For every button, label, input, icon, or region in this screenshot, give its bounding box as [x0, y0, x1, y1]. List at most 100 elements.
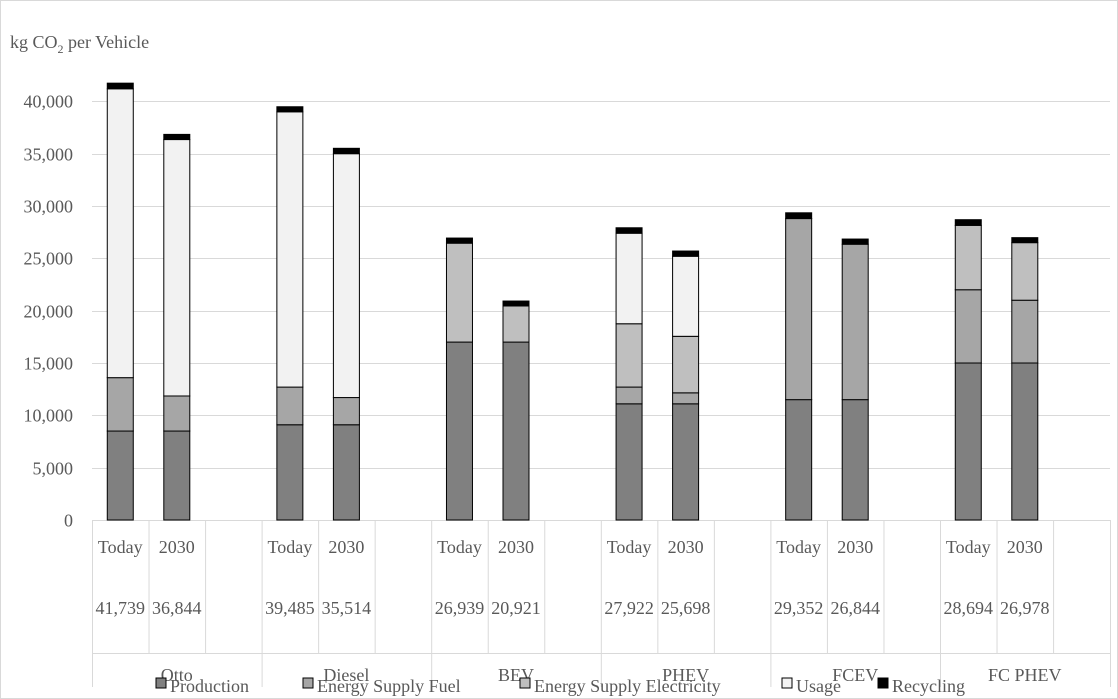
bar-segment-energy-supply-fuel: [672, 392, 700, 405]
legend-swatch: [877, 677, 889, 689]
bar-segment-recycling: [445, 237, 473, 244]
legend-swatch: [781, 677, 793, 689]
gridlines: 0 5,000 10,000 15,000 20,000 25,000 30,000 35,0…: [24, 92, 1110, 531]
y-tick-label: 40,000: [24, 92, 74, 112]
bar-segment-energy-supply-fuel: [106, 377, 134, 432]
total-label: 27,922: [604, 598, 654, 618]
x-tick-label: Today: [776, 537, 821, 557]
bar-segment-recycling: [163, 133, 191, 141]
x-tick-label: Today: [437, 537, 482, 557]
legend-swatch: [302, 677, 314, 689]
bar-segment-production: [106, 430, 134, 521]
y-tick-label: 5,000: [33, 459, 74, 479]
category-axis: Today 41,739 2030 36,844 Otto Today 39,485 2030…: [92, 520, 1111, 687]
bar-segment-recycling: [672, 250, 700, 257]
bar-segment-energy-supply-fuel: [163, 395, 191, 432]
bar-segment-recycling: [502, 300, 530, 307]
bar-segment-energy-supply-fuel: [1011, 299, 1039, 364]
bar-segment-recycling: [332, 147, 360, 155]
y-tick-label: 20,000: [24, 302, 74, 322]
x-tick-label: Today: [98, 537, 143, 557]
legend-label: Recycling: [892, 676, 965, 696]
bar-segment-production: [163, 430, 191, 521]
bar-segment-usage: [332, 153, 360, 399]
legend-label: Usage: [796, 676, 841, 696]
x-tick-label: 2030: [837, 537, 873, 557]
total-label: 25,698: [661, 598, 711, 618]
bar-segment-energy-supply-fuel: [954, 289, 982, 364]
bar-segment-usage: [672, 255, 700, 337]
bar-segment-production: [954, 362, 982, 521]
total-label: 20,921: [491, 598, 541, 618]
x-tick-label: Today: [946, 537, 991, 557]
total-label: 26,844: [830, 598, 880, 618]
total-label: 41,739: [96, 598, 146, 618]
bar-segment-recycling: [841, 238, 869, 245]
bar-segment-energy-supply-fuel: [841, 243, 869, 401]
legend-label: Energy Supply Fuel: [317, 676, 461, 696]
total-label: 28,694: [944, 598, 994, 618]
total-label: 26,978: [1000, 598, 1050, 618]
x-tick-label: Today: [267, 537, 312, 557]
group-label: FC PHEV: [988, 665, 1062, 685]
y-tick-label: 35,000: [24, 145, 74, 165]
x-tick-label: 2030: [498, 537, 534, 557]
bar-segment-recycling: [615, 227, 643, 234]
total-label: 39,485: [265, 598, 315, 618]
bars: [106, 82, 1039, 521]
x-tick-label: 2030: [328, 537, 364, 557]
bar-segment-energy-supply-electricity: [672, 335, 700, 394]
bar-segment-energy-supply-fuel: [615, 386, 643, 405]
legend-swatch: [155, 677, 167, 689]
total-label: 26,939: [435, 598, 485, 618]
total-label: 29,352: [774, 598, 824, 618]
total-label: 35,514: [322, 598, 372, 618]
bar-segment-production: [615, 403, 643, 521]
group-label: Otto: [161, 665, 193, 685]
bar-segment-energy-supply-fuel: [785, 218, 813, 401]
bar-segment-production: [1011, 362, 1039, 521]
group-label: PHEV: [662, 665, 709, 685]
bar-segment-energy-supply-electricity: [502, 305, 530, 343]
y-axis-title: kg CO2 per Vehicle: [10, 32, 149, 56]
x-tick-label: Today: [607, 537, 652, 557]
bar-segment-energy-supply-fuel: [332, 397, 360, 426]
bar-segment-energy-supply-electricity: [1011, 242, 1039, 301]
y-tick-label: 25,000: [24, 249, 74, 269]
bar-segment-energy-supply-electricity: [954, 224, 982, 291]
y-tick-label: 30,000: [24, 197, 74, 217]
bar-segment-production: [276, 424, 304, 521]
x-tick-label: 2030: [1007, 537, 1043, 557]
bar-segment-energy-supply-electricity: [445, 242, 473, 343]
x-tick-label: 2030: [159, 537, 195, 557]
bar-segment-recycling: [1011, 237, 1039, 244]
legend-swatch: [519, 677, 531, 689]
group-label: FCEV: [832, 665, 878, 685]
group-label: Diesel: [323, 665, 369, 685]
bar-segment-production: [502, 341, 530, 521]
total-label: 36,844: [152, 598, 202, 618]
bar-segment-recycling: [276, 106, 304, 113]
bar-segment-production: [672, 403, 700, 521]
bar-segment-recycling: [785, 212, 813, 220]
bar-segment-production: [332, 424, 360, 521]
bar-segment-usage: [163, 139, 191, 397]
x-tick-label: 2030: [668, 537, 704, 557]
bar-segment-energy-supply-fuel: [276, 386, 304, 426]
legend-label: Production: [170, 676, 249, 696]
bar-segment-recycling: [954, 219, 982, 226]
bar-segment-production: [445, 341, 473, 521]
bar-segment-usage: [276, 111, 304, 388]
bar-segment-production: [785, 399, 813, 521]
y-tick-label: 15,000: [24, 354, 74, 374]
y-tick-label: 0: [64, 511, 73, 531]
bar-segment-recycling: [106, 82, 134, 90]
bar-segment-usage: [615, 232, 643, 325]
bar-segment-usage: [106, 88, 134, 379]
legend-label: Energy Supply Electricity: [534, 676, 721, 696]
y-tick-label: 10,000: [24, 406, 74, 426]
bar-segment-production: [841, 399, 869, 521]
legend: Production Energy Supply Fuel Energy Suppl…: [155, 676, 965, 696]
bar-segment-energy-supply-electricity: [615, 323, 643, 388]
